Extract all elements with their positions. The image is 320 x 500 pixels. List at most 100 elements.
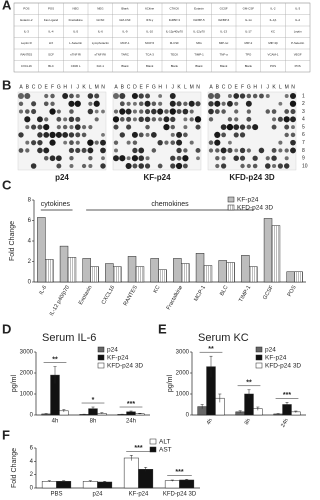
blot-spot [69, 125, 74, 130]
blot-column-label: L [184, 84, 187, 90]
x-tick-label: IL-12 p40/p70 [49, 285, 71, 317]
blot-spot [81, 125, 87, 130]
blot-row-label: 6 [302, 132, 305, 138]
blot-spot [75, 93, 80, 99]
blot-spot [132, 109, 137, 114]
blot-column-label: K [272, 84, 276, 90]
blot-column-label: M [95, 84, 99, 90]
blot-spot [240, 163, 245, 169]
blot-spot [290, 109, 296, 115]
blot-spot [221, 101, 226, 106]
blot-spot [101, 156, 105, 161]
blot-spot [271, 155, 277, 161]
table-cell: IL-12p40/p70 [166, 30, 183, 34]
blot-spot [24, 93, 31, 99]
blot-spot [75, 132, 81, 138]
blot-spot [214, 139, 221, 146]
blot-spot [18, 109, 24, 114]
blot-spot [284, 156, 289, 161]
blot-spot [119, 108, 126, 115]
table-cell: Blank [220, 64, 228, 68]
table-cell: TECK [170, 53, 178, 57]
blot-spot [55, 155, 62, 162]
chart-title: Serum KC [198, 332, 249, 344]
blot-column-label: H [158, 84, 162, 90]
table-cell: sTNF RII [95, 53, 107, 57]
blot-spot [101, 109, 105, 114]
blot-spot [215, 148, 220, 153]
blot-spot [265, 156, 270, 161]
blot-spot [258, 147, 265, 154]
blot-spot [55, 131, 62, 138]
x-tick-label: MCP-1 [193, 285, 207, 303]
table-cell: LIX [49, 41, 53, 45]
legend-label: AST [159, 447, 172, 454]
blot-spot [113, 93, 119, 99]
x-tick-label: CXCL16 [101, 285, 117, 306]
blot-spot [126, 124, 132, 130]
blot-column-label: E [140, 84, 144, 90]
blot-spot [157, 163, 163, 169]
blot-row-label: 10 [302, 163, 308, 169]
blot-spot [37, 139, 43, 146]
blot-spot [246, 109, 252, 114]
bar [241, 255, 250, 283]
blot-spot [289, 100, 297, 107]
blot-spot [62, 131, 69, 138]
table-cell: IL-6 [98, 30, 103, 34]
blot-spot [87, 93, 94, 99]
table-cell: Fas Ligand [44, 18, 59, 22]
blot-membrane [207, 91, 297, 171]
blot-spot [81, 163, 87, 169]
blot-spot [87, 147, 94, 154]
blot-spot [291, 125, 295, 130]
blot-spot [31, 109, 37, 115]
blot-spot [208, 108, 214, 115]
blot-spot [227, 94, 232, 98]
blot-column-label: A [114, 84, 118, 90]
blot-column-label: B [121, 84, 125, 90]
blot-spot [214, 100, 221, 107]
blot-spot [62, 93, 69, 99]
blot-spot [271, 124, 277, 130]
table-cell: NEG [97, 7, 104, 11]
blot-spot [43, 147, 50, 154]
blot-spot [169, 108, 176, 115]
x-tick-label: KC [153, 285, 162, 295]
blot-spot [246, 124, 252, 130]
blot-caption: KFD-p24 3D [229, 173, 275, 182]
table-cell: CTACK [170, 7, 180, 11]
blot-spot [182, 163, 188, 169]
blot-spot [170, 124, 175, 130]
blot-spot [233, 155, 239, 161]
blot-spot [18, 132, 24, 138]
significance-label: *** [283, 392, 291, 399]
bar [203, 265, 213, 283]
blot-spot [62, 124, 68, 130]
blot-spot [277, 116, 283, 122]
blot-spot [132, 117, 137, 122]
significance-label: *** [175, 469, 183, 476]
blot-spot [176, 139, 183, 146]
blot-column-label: B [26, 84, 30, 90]
bar [37, 217, 46, 283]
x-tick-label: p24 [92, 492, 103, 498]
blot-spot [278, 101, 283, 106]
blot-spot [158, 101, 163, 106]
blot-spot [100, 139, 106, 146]
blot-column-label: G [57, 84, 61, 90]
table-cell: MIP-3β [268, 41, 278, 45]
table-cell: RANTES [20, 53, 32, 57]
blot-spot [189, 117, 194, 122]
blot-spot [125, 162, 132, 170]
blot-spot [75, 147, 81, 154]
blot-caption: KF-p24 [143, 173, 171, 182]
blot-spot [283, 116, 290, 123]
table-cell: MIP-1α [219, 41, 229, 45]
legend-swatch [227, 204, 235, 211]
blot-spot [50, 101, 55, 106]
blot-spot [88, 156, 93, 161]
blot-spot [176, 109, 182, 115]
blot-spot [265, 94, 270, 98]
blot-row-label: 7 [302, 140, 305, 146]
